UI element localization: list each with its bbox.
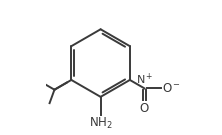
Text: N$^+$: N$^+$ <box>136 72 153 87</box>
Text: NH$_2$: NH$_2$ <box>89 116 113 131</box>
Text: O$^-$: O$^-$ <box>162 82 181 95</box>
Text: O: O <box>140 102 149 115</box>
